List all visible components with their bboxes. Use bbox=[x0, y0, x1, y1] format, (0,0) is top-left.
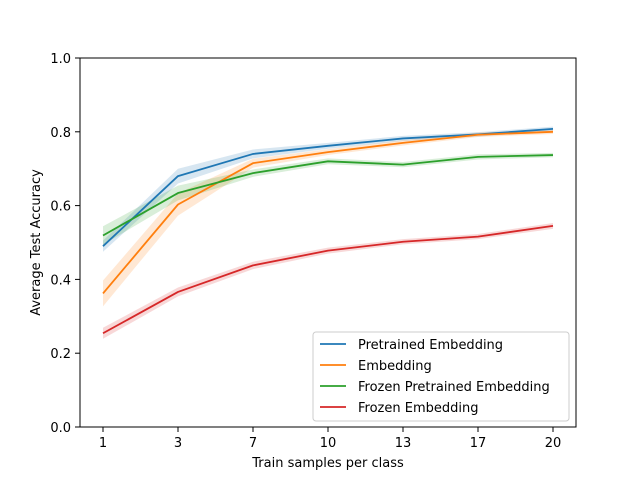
x-tick-label: 13 bbox=[395, 436, 412, 451]
series-line bbox=[102, 225, 554, 335]
confidence-band bbox=[103, 222, 553, 339]
legend-entry: Pretrained Embedding bbox=[358, 338, 503, 353]
confidence-bands bbox=[103, 126, 553, 339]
legend: Pretrained Embedding Embedding Frozen Pret… bbox=[312, 331, 570, 422]
x-tick-label: 7 bbox=[249, 436, 257, 451]
x-tick-label: 20 bbox=[545, 436, 562, 451]
y-axis-label: Average Test Accuracy bbox=[29, 169, 44, 316]
series-lines bbox=[102, 127, 554, 335]
series-line bbox=[102, 130, 554, 295]
x-tick-label: 10 bbox=[320, 436, 337, 451]
x-axis: 1 3 7 10 13 17 20 bbox=[99, 427, 561, 451]
x-tick-label: 3 bbox=[174, 436, 182, 451]
x-tick-label: 17 bbox=[470, 436, 487, 451]
y-tick-label: 0.8 bbox=[50, 126, 71, 141]
y-tick-label: 1.0 bbox=[50, 52, 71, 67]
legend-entry: Frozen Embedding bbox=[358, 401, 478, 416]
x-axis-label: Train samples per class bbox=[251, 456, 404, 471]
y-tick-label: 0.4 bbox=[50, 273, 71, 288]
y-tick-label: 0.2 bbox=[50, 347, 71, 362]
x-tick-label: 1 bbox=[99, 436, 107, 451]
y-tick-label: 0.0 bbox=[50, 421, 71, 436]
series-line bbox=[102, 154, 554, 237]
y-axis: 0.0 0.2 0.4 0.6 0.8 1.0 bbox=[50, 52, 80, 436]
legend-box bbox=[312, 331, 570, 422]
legend-entry: Frozen Pretrained Embedding bbox=[358, 380, 550, 395]
confidence-band bbox=[103, 152, 553, 245]
y-tick-label: 0.6 bbox=[50, 200, 71, 215]
legend-entry: Embedding bbox=[358, 359, 432, 374]
